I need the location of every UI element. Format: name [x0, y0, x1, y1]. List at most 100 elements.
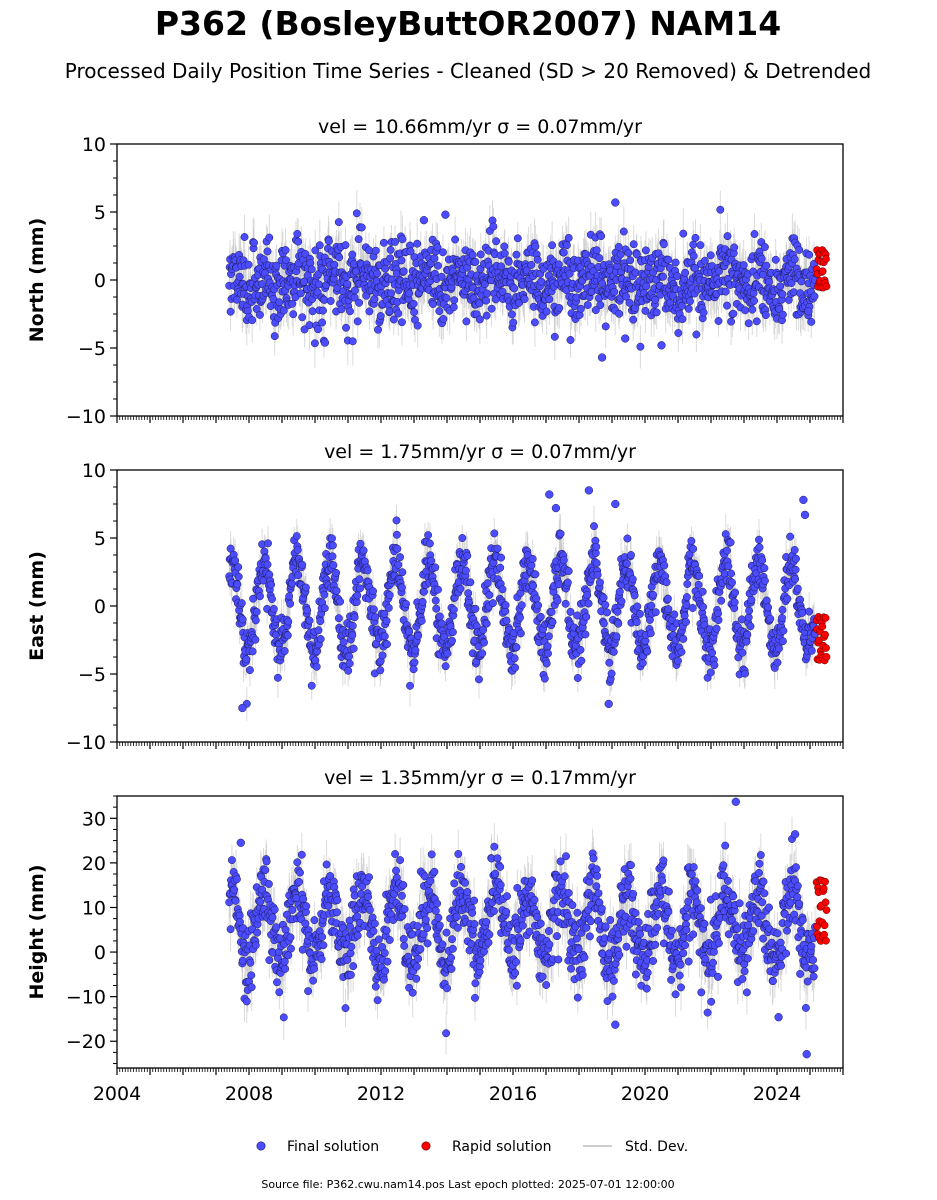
final-solution-point — [378, 651, 387, 660]
final-solution-point — [432, 604, 441, 613]
final-solution-point — [329, 561, 338, 570]
final-solution-point — [559, 248, 568, 257]
final-solution-point — [393, 544, 402, 553]
final-solution-point — [381, 264, 390, 273]
final-solution-point — [534, 601, 543, 610]
final-solution-point — [355, 298, 364, 307]
final-solution-point — [482, 311, 491, 320]
final-solution-point — [448, 636, 456, 645]
final-solution-point — [721, 287, 730, 296]
final-solution-point — [328, 541, 337, 550]
final-solution-point — [804, 307, 813, 316]
final-solution-point — [359, 546, 368, 555]
final-solution-point — [471, 257, 480, 266]
final-solution-point — [437, 272, 446, 281]
final-solution-point — [482, 296, 491, 305]
final-solution-point — [730, 243, 739, 252]
final-solution-point — [442, 294, 451, 303]
final-solution-point — [289, 310, 298, 319]
final-solution-point — [542, 307, 551, 316]
final-solution-point — [776, 282, 785, 291]
final-solution-point — [536, 612, 545, 621]
final-solution-point — [502, 616, 511, 625]
final-solution-point — [443, 649, 452, 658]
final-solution-point — [341, 241, 350, 250]
final-solution-point — [244, 260, 253, 269]
final-solution-point — [255, 310, 264, 319]
final-solution-point — [433, 243, 442, 252]
final-solution-point — [294, 571, 303, 580]
final-solution-point — [435, 307, 444, 316]
final-solution-point — [532, 594, 541, 603]
final-solution-point — [504, 257, 513, 266]
final-solution-point — [293, 546, 302, 554]
final-solution-point — [384, 603, 393, 612]
final-solution-point — [434, 585, 442, 594]
final-solution-point — [475, 315, 484, 324]
final-solution-point — [374, 325, 382, 334]
final-solution-point — [365, 246, 373, 255]
north-panel-title: vel = 10.66mm/yr σ = 0.07mm/yr — [318, 116, 642, 138]
final-solution-point — [542, 659, 551, 668]
final-solution-point — [450, 296, 459, 305]
final-solution-point — [544, 632, 553, 641]
final-solution-point — [294, 237, 303, 246]
final-solution-point — [619, 227, 628, 236]
final-solution-point — [659, 272, 667, 281]
final-solution-point — [531, 570, 540, 579]
final-solution-point — [512, 643, 521, 652]
y-tick-label: 5 — [94, 202, 106, 224]
final-solution-point — [418, 597, 427, 606]
final-solution-point — [398, 235, 407, 244]
final-solution-point — [328, 534, 336, 543]
final-solution-point — [723, 232, 732, 241]
final-solution-point — [335, 253, 344, 262]
final-solution-point — [681, 268, 690, 277]
final-solution-point — [410, 308, 419, 317]
final-solution-point — [587, 287, 596, 296]
final-solution-point — [492, 237, 501, 246]
final-solution-point — [566, 336, 575, 344]
final-solution-point — [398, 568, 407, 577]
final-solution-point — [509, 318, 518, 327]
final-solution-point — [245, 666, 254, 675]
final-solution-point — [413, 321, 422, 330]
final-solution-point — [409, 665, 418, 674]
final-solution-point — [268, 595, 276, 603]
final-solution-point — [279, 306, 288, 315]
final-solution-point — [686, 297, 694, 306]
final-solution-point — [449, 605, 458, 614]
final-solution-point — [280, 647, 289, 655]
final-solution-point — [293, 229, 302, 238]
final-solution-point — [424, 531, 433, 540]
final-solution-point — [489, 222, 498, 231]
final-solution-point — [238, 615, 247, 624]
final-solution-point — [283, 631, 292, 640]
final-solution-point — [741, 306, 750, 315]
final-solution-point — [282, 256, 290, 265]
final-solution-point — [427, 556, 436, 565]
final-solution-point — [348, 337, 357, 346]
final-solution-point — [353, 317, 362, 326]
final-solution-point — [520, 295, 529, 304]
final-solution-points — [225, 198, 819, 362]
final-solution-point — [352, 209, 361, 218]
final-solution-point — [596, 301, 605, 309]
final-solution-point — [527, 561, 536, 570]
y-tick-label: 0 — [94, 270, 106, 292]
north-panel: vel = 10.66mm/yr σ = 0.07mm/yr North (mm… — [26, 116, 844, 428]
final-solution-point — [762, 261, 771, 270]
final-solution-point — [581, 250, 590, 259]
final-solution-point — [556, 529, 565, 538]
final-solution-point — [592, 246, 601, 255]
final-solution-point — [356, 584, 364, 593]
final-solution-point — [437, 619, 446, 628]
final-solution-point — [357, 223, 366, 232]
final-solution-point — [566, 607, 575, 616]
final-solution-point — [350, 613, 359, 622]
final-solution-point — [286, 599, 295, 608]
final-solution-point — [438, 248, 447, 257]
final-solution-point — [516, 629, 525, 638]
final-solution-point — [365, 307, 374, 316]
